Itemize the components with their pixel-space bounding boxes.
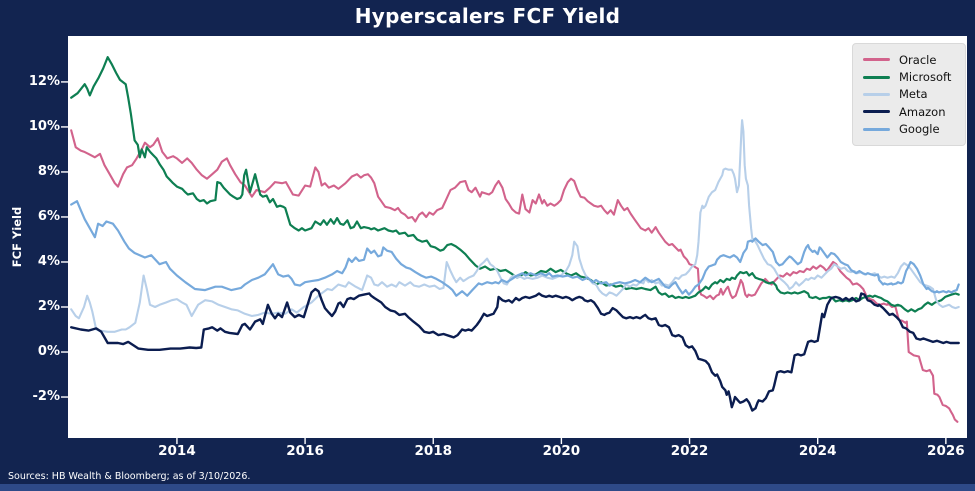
- bottom-accent-strip: [0, 484, 975, 491]
- x-tick-label: 2014: [158, 443, 196, 459]
- y-tick-label: 4%: [37, 253, 60, 269]
- legend-item-microsoft: Microsoft: [863, 68, 965, 85]
- y-tick-label: -2%: [32, 389, 60, 405]
- legend-label: Microsoft: [899, 70, 952, 85]
- x-tick-label: 2022: [670, 443, 709, 459]
- legend-line-google-icon: [863, 127, 890, 131]
- y-tick-label: 8%: [37, 163, 60, 179]
- legend-item-meta: Meta: [863, 86, 965, 103]
- y-tick-label: 0%: [37, 344, 60, 360]
- y-tick-label: 12%: [28, 73, 60, 89]
- legend-line-oracle-icon: [863, 58, 890, 62]
- legend-label: Oracle: [899, 52, 937, 67]
- legend-item-amazon: Amazon: [863, 103, 965, 120]
- series-line-amazon: [70, 287, 960, 412]
- series-line-google: [70, 200, 960, 297]
- legend-label: Google: [899, 122, 940, 137]
- legend-line-microsoft-icon: [863, 75, 890, 79]
- y-tick-label: 2%: [37, 299, 60, 314]
- plot-area: [68, 36, 967, 438]
- series-line-meta: [70, 119, 960, 333]
- legend-label: Meta: [899, 87, 928, 102]
- legend-item-oracle: Oracle: [863, 51, 965, 68]
- legend: Oracle Microsoft Meta Amazon Google: [852, 43, 966, 146]
- x-tick-label: 2016: [286, 443, 324, 459]
- y-tick-label: 6%: [37, 208, 60, 224]
- x-tick-label: 2018: [414, 443, 453, 459]
- legend-item-google: Google: [863, 121, 965, 138]
- x-tick-label: 2020: [542, 443, 581, 459]
- source-note: Sources: HB Wealth & Bloomberg; as of 3/…: [8, 471, 251, 482]
- legend-label: Amazon: [899, 104, 946, 119]
- chart-title: Hyperscalers FCF Yield: [354, 4, 621, 28]
- y-tick-label: 10%: [28, 118, 60, 134]
- x-tick-label: 2024: [798, 443, 837, 459]
- legend-line-amazon-icon: [863, 110, 890, 114]
- x-tick-label: 2026: [927, 443, 965, 459]
- series-line-oracle: [70, 129, 959, 423]
- legend-line-meta-icon: [863, 92, 890, 96]
- title-bar: Hyperscalers FCF Yield: [0, 0, 975, 36]
